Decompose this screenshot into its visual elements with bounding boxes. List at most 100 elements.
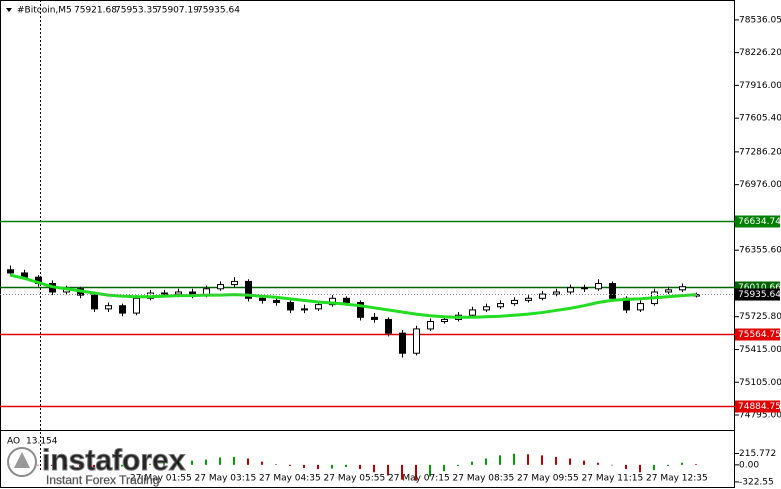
watermark-tagline: Instant Forex Trading [46, 473, 159, 487]
plot: 78536.05 78226.20 77916.00 77605.40 77286.20… [0, 15, 781, 487]
ao-bar [625, 464, 627, 470]
ao-bar [233, 456, 235, 465]
candle-body [567, 287, 574, 293]
ao-bar [597, 462, 599, 465]
title-ohlc: 75921.68 [74, 6, 117, 16]
level-label: 74884.75 [738, 402, 781, 412]
ao-bar [275, 464, 277, 465]
x-tick-label: 27 May 01:55 [130, 474, 192, 484]
ao-tick-label: -322.55 [739, 477, 774, 487]
ao-bar [667, 464, 669, 466]
candle-body [7, 269, 14, 274]
y-tick-label: 76355.60 [739, 246, 781, 256]
candle-body [217, 284, 224, 290]
ao-bar [401, 464, 403, 480]
level-label-bg [735, 328, 780, 341]
ao-tick-label: 215.772 [739, 449, 776, 459]
ao-tick-label: 0.00 [739, 460, 759, 470]
candle-body [399, 332, 406, 354]
candle-body [301, 308, 308, 311]
y-tick-label: 75725.80 [739, 312, 781, 322]
title-ohlc: 75907.19 [156, 6, 199, 16]
ao-bar [373, 464, 375, 473]
ao-bar [471, 461, 473, 465]
ao-bar [387, 464, 389, 476]
menu-arrow [6, 8, 12, 12]
ao-bar [457, 464, 459, 466]
level-label-bg [735, 215, 780, 228]
ao-bar [485, 458, 487, 465]
x-tick-label: 27 May 05:55 [324, 474, 386, 484]
ao-bar [163, 462, 165, 465]
ao-bar [415, 464, 417, 481]
candle-body [371, 316, 378, 320]
ao-bar [569, 458, 571, 465]
candle-body [525, 297, 532, 301]
ao-bar [107, 464, 109, 468]
ao-bar [345, 464, 347, 467]
ao-bar [149, 463, 151, 465]
candle-body [91, 294, 98, 310]
level-label: 75564.75 [738, 330, 781, 340]
candle-body [553, 291, 560, 295]
ao-bar [695, 464, 697, 465]
title-ohlc: 75935.64 [197, 6, 240, 16]
watermark-brand: instaforex [42, 444, 186, 477]
y-tick-label: 78536.05 [739, 15, 781, 25]
candle-body [483, 306, 490, 311]
x-tick-label: 27 May 11:15 [582, 474, 644, 484]
x-tick-label: 27 May 12:35 [646, 474, 708, 484]
watermark: instaforex Instant Forex Trading [7, 443, 186, 487]
level-label-bg [735, 400, 780, 413]
watermark-logo-mark [14, 452, 30, 468]
ao-bar [611, 464, 613, 466]
x-tick-label: 27 May 04:35 [259, 474, 321, 484]
ao-bar [555, 456, 557, 465]
ao-bar [359, 464, 361, 470]
y-tick-label: 77916.00 [739, 81, 781, 91]
candle-body [637, 303, 644, 311]
candle-body [245, 280, 252, 299]
ao-bar [513, 453, 515, 465]
ao-bar [499, 455, 501, 465]
candle-body [357, 302, 364, 318]
frame [0, 0, 735, 488]
candle-body [679, 286, 686, 291]
ao-bar [191, 460, 193, 465]
ao-bar [261, 461, 263, 465]
ao-bar [79, 464, 81, 467]
price-label: 75935.64 [738, 290, 781, 300]
candle-body [259, 297, 266, 301]
ao-bar [443, 464, 445, 472]
y-tick-label: 75415.00 [739, 345, 781, 355]
y-tick-label: 75105.00 [739, 378, 781, 388]
y-tick-label: 77286.20 [739, 147, 781, 157]
ao-bar [527, 454, 529, 465]
ao-bar [289, 464, 291, 466]
candle-body [469, 309, 476, 316]
title-ohlc: 75953.35 [115, 6, 158, 16]
level-label: 76010.66 [738, 283, 781, 293]
candle-body [539, 293, 546, 299]
x-tick-label: 27 May 08:35 [453, 474, 515, 484]
ao-bar [247, 458, 249, 465]
y-tick-label: 77605.40 [739, 114, 781, 124]
ao-bar [303, 464, 305, 469]
ao-bar [541, 455, 543, 465]
candle-body [609, 283, 616, 299]
y-tick-label: 74795.00 [739, 411, 781, 421]
candle-body [105, 305, 112, 310]
candle-body [595, 283, 602, 290]
candle-body [315, 304, 322, 310]
candle-body [497, 303, 504, 308]
ao-bar [177, 461, 179, 465]
price-label-bg [735, 288, 780, 301]
candle-body [133, 297, 140, 314]
candle-body [343, 297, 350, 304]
candle-body [427, 321, 434, 330]
ao-bar [583, 460, 585, 465]
chart-title: #Bitcoin,M5 [17, 6, 72, 16]
candle-body [161, 292, 168, 295]
